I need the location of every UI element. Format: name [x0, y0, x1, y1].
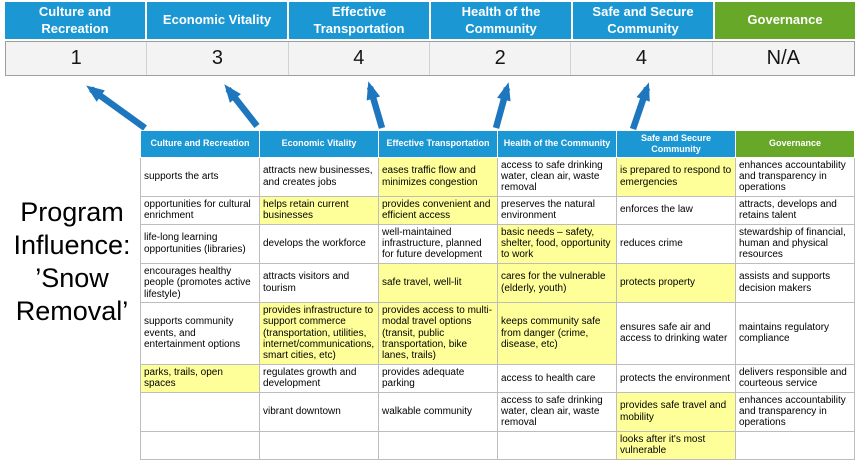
matrix-header-safe-and-secure-community: Safe and Secure Community — [616, 130, 736, 158]
table-row: life-long learning opportunities (librar… — [140, 223, 855, 264]
matrix-cell: is prepared to respond to emergencies — [616, 156, 736, 197]
pillar-header-safe-and-secure-community: Safe and Secure Community — [573, 2, 713, 39]
matrix-cell: assists and supports decision makers — [735, 262, 855, 303]
matrix-cell — [497, 430, 617, 460]
matrix-cell: looks after it's most vulnerable — [616, 430, 736, 460]
matrix-cell: eases traffic flow and minimizes congest… — [378, 156, 498, 197]
matrix-header-culture-and-recreation: Culture and Recreation — [140, 130, 260, 158]
matrix-cell: develops the workforce — [259, 223, 379, 264]
matrix-cell: basic needs – safety, shelter, food, opp… — [497, 223, 617, 264]
table-row: vibrant downtown walkable community access… — [140, 391, 855, 432]
matrix-cell: provides safe travel and mobility — [616, 391, 736, 432]
table-row: supports the arts attracts new businesses… — [140, 156, 855, 197]
matrix-cell: provides convenient and efficient access — [378, 195, 498, 225]
pillar-header-economic-vitality: Economic Vitality — [147, 2, 287, 39]
matrix-cell: encourages healthy people (promotes acti… — [140, 262, 260, 303]
matrix-cell: reduces crime — [616, 223, 736, 264]
matrix-cell: helps retain current businesses — [259, 195, 379, 225]
table-row: encourages healthy people (promotes acti… — [140, 262, 855, 303]
matrix-cell — [140, 391, 260, 432]
matrix-header-effective-transportation: Effective Transportation — [378, 130, 498, 158]
matrix-cell: walkable community — [378, 391, 498, 432]
matrix-cell — [378, 430, 498, 460]
matrix-cell: well-maintained infrastructure, planned … — [378, 223, 498, 264]
pillar-header-effective-transportation: Effective Transportation — [289, 2, 429, 39]
matrix-cell — [259, 430, 379, 460]
pillar-header-governance: Governance — [715, 2, 855, 39]
matrix-cell: provides infrastructure to support comme… — [259, 301, 379, 365]
matrix-cell: ensures safe air and access to drinking … — [616, 301, 736, 365]
matrix-cell: life-long learning opportunities (librar… — [140, 223, 260, 264]
table-row: parks, trails, open spaces regulates grow… — [140, 363, 855, 393]
matrix-cell: supports the arts — [140, 156, 260, 197]
matrix-header-row: Culture and Recreation Economic Vitality E… — [140, 130, 855, 158]
matrix-cell: enhances accountability and transparency… — [735, 156, 855, 197]
matrix-cell: protects the environment — [616, 363, 736, 393]
matrix-cell: supports community events, and entertain… — [140, 301, 260, 365]
matrix-cell: provides adequate parking — [378, 363, 498, 393]
matrix-cell: access to safe drinking water, clean air… — [497, 156, 617, 197]
matrix-cell: safe travel, well-lit — [378, 262, 498, 303]
matrix-cell: stewardship of financial, human and phys… — [735, 223, 855, 264]
matrix-header-health-of-the-community: Health of the Community — [497, 130, 617, 158]
pillar-header-culture-and-recreation: Culture and Recreation — [5, 2, 145, 39]
pillar-score-culture-and-recreation: 1 — [6, 42, 148, 75]
table-row: supports community events, and entertain… — [140, 301, 855, 365]
table-row: opportunities for cultural enrichment hel… — [140, 195, 855, 225]
matrix-cell: attracts visitors and tourism — [259, 262, 379, 303]
pillar-score-economic-vitality: 3 — [147, 42, 289, 75]
matrix-cell — [140, 430, 260, 460]
pillar-score-effective-transportation: 4 — [289, 42, 430, 75]
matrix-cell: vibrant downtown — [259, 391, 379, 432]
matrix-cell — [735, 430, 855, 460]
table-row: looks after it's most vulnerable — [140, 430, 855, 460]
arrow-up-icon — [86, 85, 147, 131]
matrix-cell: keeps community safe from danger (crime,… — [497, 301, 617, 365]
arrow-up-icon — [224, 84, 260, 129]
pillar-score-safe-and-secure-community: 4 — [571, 42, 713, 75]
matrix-cell: protects property — [616, 262, 736, 303]
arrow-up-icon — [492, 82, 511, 129]
matrix-cell: enforces the law — [616, 195, 736, 225]
scoreboard-values: 1 3 4 2 4 N/A — [5, 41, 855, 76]
matrix-cell: regulates growth and development — [259, 363, 379, 393]
matrix-cell: attracts new businesses, and creates job… — [259, 156, 379, 197]
matrix-cell: provides access to multi-modal travel op… — [378, 301, 498, 365]
matrix-cell: maintains regulatory compliance — [735, 301, 855, 365]
arrow-up-icon — [629, 82, 651, 131]
matrix-cell: parks, trails, open spaces — [140, 363, 260, 393]
matrix-cell: access to safe drinking water, clean air… — [497, 391, 617, 432]
matrix-cell: cares for the vulnerable (elderly, youth… — [497, 262, 617, 303]
matrix-header-governance: Governance — [735, 130, 855, 158]
arrow-up-icon — [366, 81, 386, 129]
influence-arrows — [86, 81, 651, 131]
matrix-cell: attracts, develops and retains talent — [735, 195, 855, 225]
matrix-cell: delivers responsible and courteous servi… — [735, 363, 855, 393]
matrix-header-economic-vitality: Economic Vitality — [259, 130, 379, 158]
matrix-cell: preserves the natural environment — [497, 195, 617, 225]
matrix-cell: opportunities for cultural enrichment — [140, 195, 260, 225]
matrix-cell: enhances accountability and transparency… — [735, 391, 855, 432]
pillar-score-health-of-the-community: 2 — [430, 42, 572, 75]
influence-matrix-table: Culture and Recreation Economic Vitality E… — [140, 130, 855, 460]
program-influence-label: Program Influence: ’Snow Removal’ — [13, 197, 131, 326]
pillar-header-health-of-the-community: Health of the Community — [431, 2, 571, 39]
matrix-cell: access to health care — [497, 363, 617, 393]
pillar-score-governance: N/A — [766, 47, 800, 69]
scoreboard-headers: Culture and Recreation Economic Vitality E… — [5, 2, 855, 39]
